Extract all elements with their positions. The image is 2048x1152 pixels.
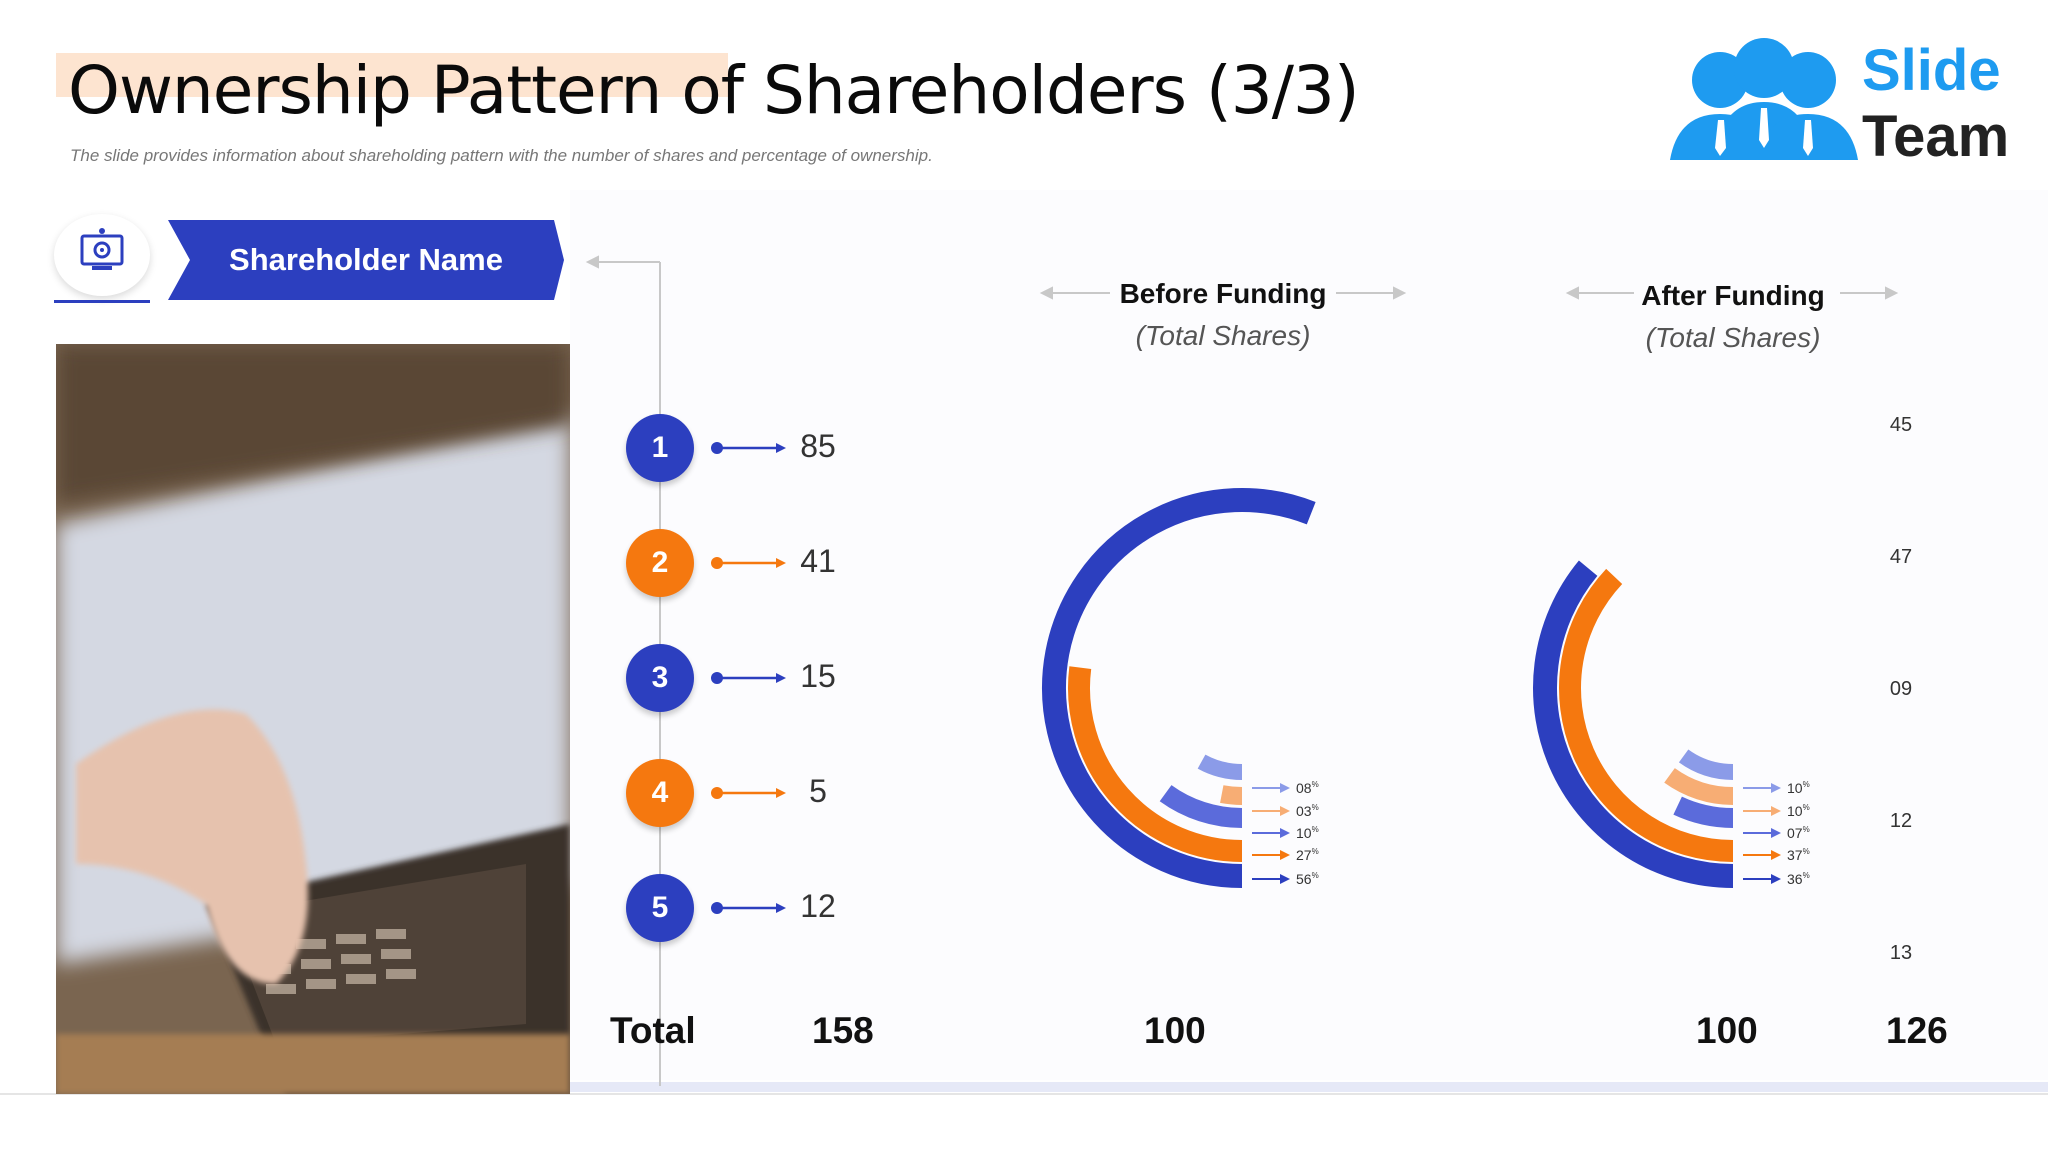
shareholder-shares-3: 15 <box>800 658 836 694</box>
ring-segment-10 <box>1159 784 1243 828</box>
pct-label: 27% <box>1296 847 1319 863</box>
page-subtitle: The slide provides information about sha… <box>70 146 933 165</box>
after-funding-shares-3: 09 <box>1889 678 1913 700</box>
ring-segment-03 <box>1220 785 1243 805</box>
chart-before-funding: 08% 03% 10% 27% 56% <box>1042 488 1319 888</box>
shareholder-number-3: 3 <box>626 644 694 712</box>
banner-shape <box>168 220 564 300</box>
pct-arrow-icon <box>1743 850 1781 860</box>
after-funding-shares-4: 12 <box>1889 810 1913 832</box>
chart-after-funding: 10% 10% 07% 37% 36% <box>1533 560 1810 888</box>
pct-arrow-icon <box>1252 828 1290 838</box>
content-panel <box>570 190 2048 1080</box>
pct-arrow-icon <box>1743 874 1781 884</box>
page-title: Ownership Pattern of Shareholders (3/3) <box>68 52 1360 129</box>
pct-label: 07% <box>1787 825 1810 841</box>
ring-segment-10 <box>1678 749 1734 780</box>
total-label: Total <box>610 1010 696 1051</box>
after-funding-title: After Funding <box>1641 280 1825 311</box>
people-icon <box>1670 38 1858 160</box>
ring-segment-08 <box>1197 754 1243 780</box>
after-funding-shares-5: 13 <box>1889 942 1913 964</box>
ring-segment-07 <box>1673 796 1734 828</box>
pct-label: 37% <box>1787 847 1810 863</box>
total-after-percent: 100 <box>1696 1010 1758 1051</box>
pct-label: 03% <box>1296 803 1319 819</box>
shareholder-number-5: 5 <box>626 874 694 942</box>
ring-segment-10 <box>1664 767 1734 805</box>
shareholder-shares-1: 85 <box>800 428 836 464</box>
shareholder-arrow-icon <box>711 442 786 454</box>
shareholder-arrow-icon <box>711 557 786 569</box>
shareholder-badge <box>54 214 150 296</box>
shareholder-arrow-icon <box>711 902 786 914</box>
pct-label: 56% <box>1296 871 1319 887</box>
shareholder-number-2: 2 <box>626 529 694 597</box>
after-funding-shares-2: 47 <box>1889 546 1913 568</box>
shareholder-shares-2: 41 <box>800 543 836 579</box>
total-before-percent: 100 <box>1144 1010 1206 1051</box>
shareholder-shares-4: 5 <box>809 773 827 809</box>
pct-arrow-icon <box>1252 874 1290 884</box>
shareholder-arrow-icon <box>711 787 786 799</box>
pct-arrow-icon <box>1252 850 1290 860</box>
monitor-settings-icon <box>80 228 124 270</box>
total-after-shares: 126 <box>1886 1010 1948 1051</box>
total-shares: 158 <box>812 1010 874 1051</box>
before-funding-subtitle: (Total Shares) <box>1135 320 1311 351</box>
logo-text-team: Team <box>1862 104 2009 168</box>
ring-segment-27 <box>1068 666 1243 862</box>
pct-label: 36% <box>1787 871 1810 887</box>
shareholder-number-1: 1 <box>626 414 694 482</box>
pct-arrow-icon <box>1252 783 1290 793</box>
logo-text-slide: Slide <box>1862 38 2001 103</box>
after-funding-subtitle: (Total Shares) <box>1645 322 1821 353</box>
badge-underline <box>54 300 150 303</box>
pct-label: 10% <box>1787 780 1810 796</box>
calculator-photo <box>56 344 570 1094</box>
shareholder-arrow-icon <box>711 672 786 684</box>
slideteam-logo: Slide Team <box>1670 38 2009 168</box>
pct-label: 08% <box>1296 780 1319 796</box>
before-funding-header: Before Funding (Total Shares) <box>1078 278 1368 352</box>
pct-arrow-icon <box>1743 783 1781 793</box>
panel-bottom-band <box>570 1082 2048 1092</box>
banner-label: Shareholder Name <box>229 242 503 277</box>
pct-arrow-icon <box>1252 806 1290 816</box>
before-funding-title: Before Funding <box>1119 278 1327 309</box>
shareholder-number-4: 4 <box>626 759 694 827</box>
pct-label: 10% <box>1787 803 1810 819</box>
pct-label: 10% <box>1296 825 1319 841</box>
title-highlight <box>56 53 728 97</box>
ring-segment-37 <box>1559 568 1734 862</box>
bottom-divider <box>0 1093 2048 1095</box>
shareholder-shares-5: 12 <box>800 888 836 924</box>
ring-segment-36 <box>1533 560 1734 888</box>
ring-segment-56 <box>1042 488 1316 888</box>
pct-arrow-icon <box>1743 828 1781 838</box>
pct-arrow-icon <box>1743 806 1781 816</box>
after-funding-header: After Funding (Total Shares) <box>1588 280 1878 354</box>
after-funding-shares-1: 45 <box>1889 414 1913 436</box>
